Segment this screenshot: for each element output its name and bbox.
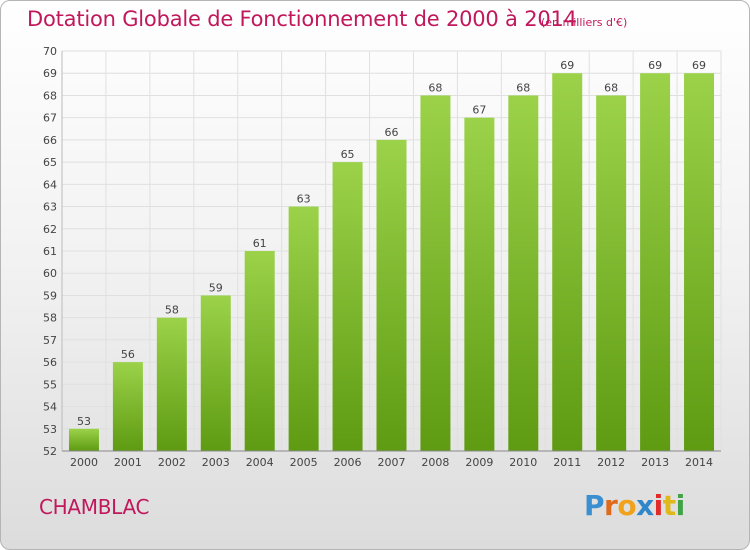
y-tick-label: 59 — [43, 289, 57, 302]
logo-letter: x — [636, 489, 654, 522]
x-tick-label: 2003 — [202, 456, 230, 469]
data-label: 68 — [516, 81, 530, 94]
y-tick-label: 53 — [43, 423, 57, 436]
bar — [332, 162, 363, 451]
data-label: 63 — [297, 193, 311, 206]
x-tick-label: 2013 — [641, 456, 669, 469]
bar — [376, 139, 407, 451]
logo-letter: i — [675, 489, 686, 522]
data-label: 66 — [385, 126, 399, 139]
bar — [684, 73, 715, 451]
data-label: 69 — [648, 59, 662, 72]
bar — [596, 95, 627, 451]
logo-letter: P — [584, 489, 605, 522]
x-tick-label: 2004 — [246, 456, 274, 469]
bars — [68, 73, 715, 452]
x-tick-label: 2014 — [685, 456, 713, 469]
data-label: 58 — [165, 304, 179, 317]
axes: 52 53 54 55 56 57 58 59 60 61 62 63 64 65 66 67 68 69 70 53… — [43, 45, 721, 469]
bar — [464, 117, 495, 452]
logo-letter: o — [617, 489, 637, 522]
x-tick-label: 2011 — [553, 456, 581, 469]
commune-name: CHAMBLAC — [39, 495, 150, 519]
x-tick-label: 2008 — [421, 456, 449, 469]
y-tick-label: 55 — [43, 378, 57, 391]
bar — [552, 73, 583, 451]
data-label: 68 — [428, 81, 442, 94]
data-label: 68 — [604, 81, 618, 94]
data-label: 56 — [121, 348, 135, 361]
x-tick-label: 2012 — [597, 456, 625, 469]
bar — [200, 295, 231, 451]
y-tick-label: 68 — [43, 89, 57, 102]
y-tick-label: 58 — [43, 312, 57, 325]
y-tick-label: 70 — [43, 45, 57, 58]
data-label: 65 — [341, 148, 355, 161]
bar — [68, 428, 99, 451]
y-tick-label: 62 — [43, 223, 57, 236]
y-tick-label: 56 — [43, 356, 57, 369]
logo-letter: i — [653, 489, 664, 522]
x-tick-label: 2001 — [114, 456, 142, 469]
bar — [288, 206, 319, 451]
data-label: 61 — [253, 237, 267, 250]
x-tick-label: 2007 — [378, 456, 406, 469]
bar — [640, 73, 671, 451]
x-tick-label: 2010 — [509, 456, 537, 469]
proxiti-logo: Proxiti — [584, 489, 685, 522]
logo-letter: t — [662, 489, 676, 522]
y-tick-label: 63 — [43, 201, 57, 214]
y-tick-label: 64 — [43, 178, 57, 191]
y-tick-label: 67 — [43, 112, 57, 125]
y-tick-label: 69 — [43, 67, 57, 80]
bar — [244, 251, 275, 451]
x-tick-label: 2009 — [465, 456, 493, 469]
x-tick-label: 2006 — [334, 456, 362, 469]
bar — [112, 362, 143, 451]
chart-subtitle: (en milliers d'€) — [541, 16, 628, 29]
y-tick-label: 52 — [43, 445, 57, 458]
y-tick-label: 66 — [43, 134, 57, 147]
x-tick-label: 2005 — [290, 456, 318, 469]
x-tick-label: 2002 — [158, 456, 186, 469]
data-label: 69 — [560, 59, 574, 72]
y-tick-label: 61 — [43, 245, 57, 258]
data-label: 69 — [692, 59, 706, 72]
chart-title: Dotation Globale de Fonctionnement de 20… — [27, 7, 577, 31]
data-label: 53 — [77, 415, 91, 428]
y-tick-label: 57 — [43, 334, 57, 347]
x-tick-label: 2000 — [70, 456, 98, 469]
y-tick-label: 60 — [43, 267, 57, 280]
data-label: 59 — [209, 281, 223, 294]
bar — [156, 317, 187, 451]
bar — [508, 95, 539, 451]
y-tick-label: 54 — [43, 401, 57, 414]
y-tick-label: 65 — [43, 156, 57, 169]
bar — [420, 95, 451, 451]
data-label: 67 — [472, 104, 486, 117]
logo-letter: r — [604, 489, 618, 522]
